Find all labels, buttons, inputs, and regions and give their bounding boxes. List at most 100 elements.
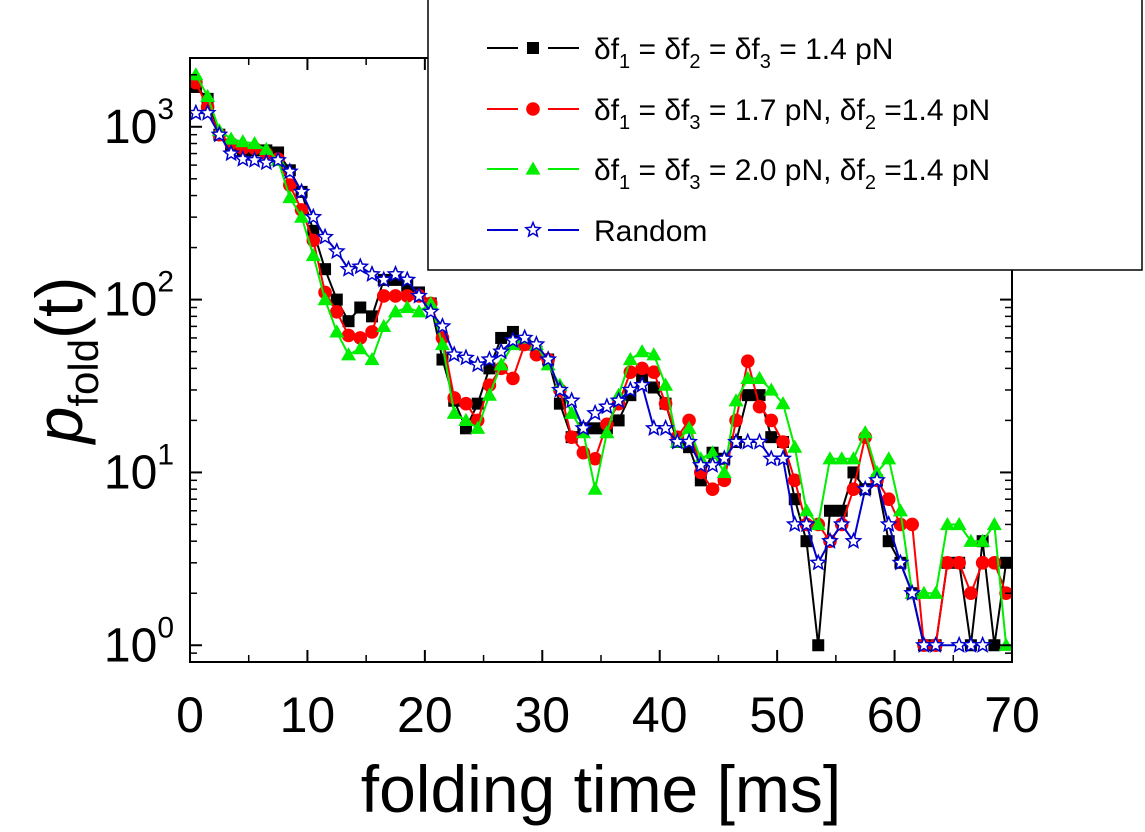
- series-4-point: [809, 553, 828, 571]
- series-3-point: [634, 344, 650, 358]
- series-2-point: [647, 365, 661, 380]
- series-1-point: [612, 414, 625, 427]
- series-4-point: [879, 514, 898, 533]
- x-tick-label: 0: [176, 687, 204, 743]
- series-4-point: [445, 345, 464, 363]
- series-3-point: [728, 393, 744, 407]
- series-4-point: [269, 150, 288, 168]
- series-1-point: [471, 397, 484, 410]
- y-axis-label: pfold(t): [22, 277, 107, 446]
- series-4-point: [257, 153, 276, 171]
- series-3-point: [247, 136, 263, 150]
- series-4-point: [750, 432, 769, 450]
- series-4-point: [680, 432, 699, 450]
- series-4-point: [774, 449, 793, 467]
- x-tick-label: 20: [397, 687, 453, 743]
- series-2-point: [846, 482, 861, 496]
- series-1-point: [800, 535, 813, 548]
- y-tick-label: 102: [104, 266, 174, 327]
- series-3-point: [857, 425, 873, 439]
- series-4-point: [433, 316, 452, 335]
- x-tick-label: 70: [984, 687, 1040, 743]
- series-4-point: [409, 286, 428, 304]
- legend-label: δf1 = δf3 = 2.0 pN, δf2 =1.4 pN: [594, 154, 990, 194]
- series-3-point: [470, 420, 486, 434]
- series-4-point: [597, 397, 616, 415]
- series-1-point: [354, 301, 367, 314]
- legend-entry-1: δf1 = δf2 = δf3 = 1.4 pN: [487, 33, 893, 73]
- series-4-point: [562, 391, 581, 409]
- series-3-point: [329, 324, 345, 338]
- series-4-point: [891, 553, 910, 571]
- series-3-point: [223, 131, 239, 145]
- series-4-point: [797, 514, 816, 533]
- x-tick-label: 10: [280, 687, 336, 743]
- series-2-point: [952, 555, 966, 570]
- series-1-point: [330, 293, 343, 306]
- series-4-point: [950, 635, 969, 653]
- series-4-point: [480, 350, 499, 368]
- y-axis: 100 101 102 103: [104, 73, 1012, 672]
- series-3-point: [928, 585, 944, 599]
- series-1-point: [647, 381, 660, 394]
- x-tick-label: 40: [632, 687, 688, 743]
- series-3-point: [200, 88, 216, 102]
- series-3-point: [258, 141, 274, 155]
- series-3-point: [752, 370, 768, 385]
- series-2-point: [964, 586, 978, 601]
- legend-box: [427, 0, 1143, 271]
- series-1-point: [741, 389, 754, 402]
- series-2-point: [881, 492, 896, 506]
- series-4-point: [398, 270, 417, 288]
- series-1-point: [319, 263, 332, 276]
- series-1-point: [765, 431, 778, 444]
- series-4-point: [456, 348, 475, 366]
- series-2-point: [388, 289, 403, 303]
- legend-marker: [524, 220, 542, 238]
- series-4-point: [715, 449, 734, 467]
- series-3-point: [881, 451, 897, 465]
- series-2-point: [682, 413, 696, 428]
- y-tick-label: 100: [104, 611, 174, 672]
- y-axis-label-sub: fold: [60, 339, 107, 407]
- series-4-point: [503, 331, 522, 349]
- series-3-point: [446, 405, 462, 419]
- series-4-point: [374, 270, 393, 288]
- series-4-point: [856, 479, 875, 497]
- series-3-point: [458, 412, 474, 427]
- x-tick-label: 30: [514, 687, 570, 743]
- series-3-point: [388, 304, 403, 318]
- series-4-point: [527, 335, 546, 353]
- series-3-point: [352, 341, 368, 355]
- series-1-point: [495, 331, 508, 344]
- series-2-point: [400, 289, 415, 303]
- series-3-point: [376, 318, 392, 332]
- series-3-point: [646, 347, 662, 361]
- series-4-point: [233, 149, 252, 167]
- legend-entry-3: δf1 = δf3 = 2.0 pN, δf2 =1.4 pN: [487, 154, 990, 194]
- series-4-point: [339, 259, 358, 277]
- series-2-point: [635, 361, 649, 376]
- series-4-point: [633, 375, 652, 393]
- series-3-point: [190, 67, 204, 81]
- legend-marker: [525, 161, 541, 175]
- svg-text:pfold(t): pfold(t): [22, 277, 107, 446]
- series-1-point: [823, 504, 836, 517]
- series-4-point: [926, 635, 945, 653]
- series-3-point: [282, 189, 298, 204]
- series-3-point: [493, 357, 509, 371]
- series-2-point: [353, 331, 368, 345]
- series-2-point: [787, 473, 802, 488]
- series-1-point: [812, 639, 825, 652]
- series-2-line: [194, 82, 1008, 647]
- series-3-point: [986, 516, 1002, 531]
- legend-label: δf1 = δf2 = δf3 = 1.4 pN: [594, 33, 893, 73]
- series-3-point: [799, 503, 814, 517]
- series-2-point: [752, 399, 767, 414]
- series-4-point: [656, 418, 675, 436]
- series-2-point: [905, 517, 919, 532]
- series-3-line: [195, 74, 1008, 646]
- series-3-point: [681, 420, 697, 434]
- series-2-point: [365, 325, 379, 339]
